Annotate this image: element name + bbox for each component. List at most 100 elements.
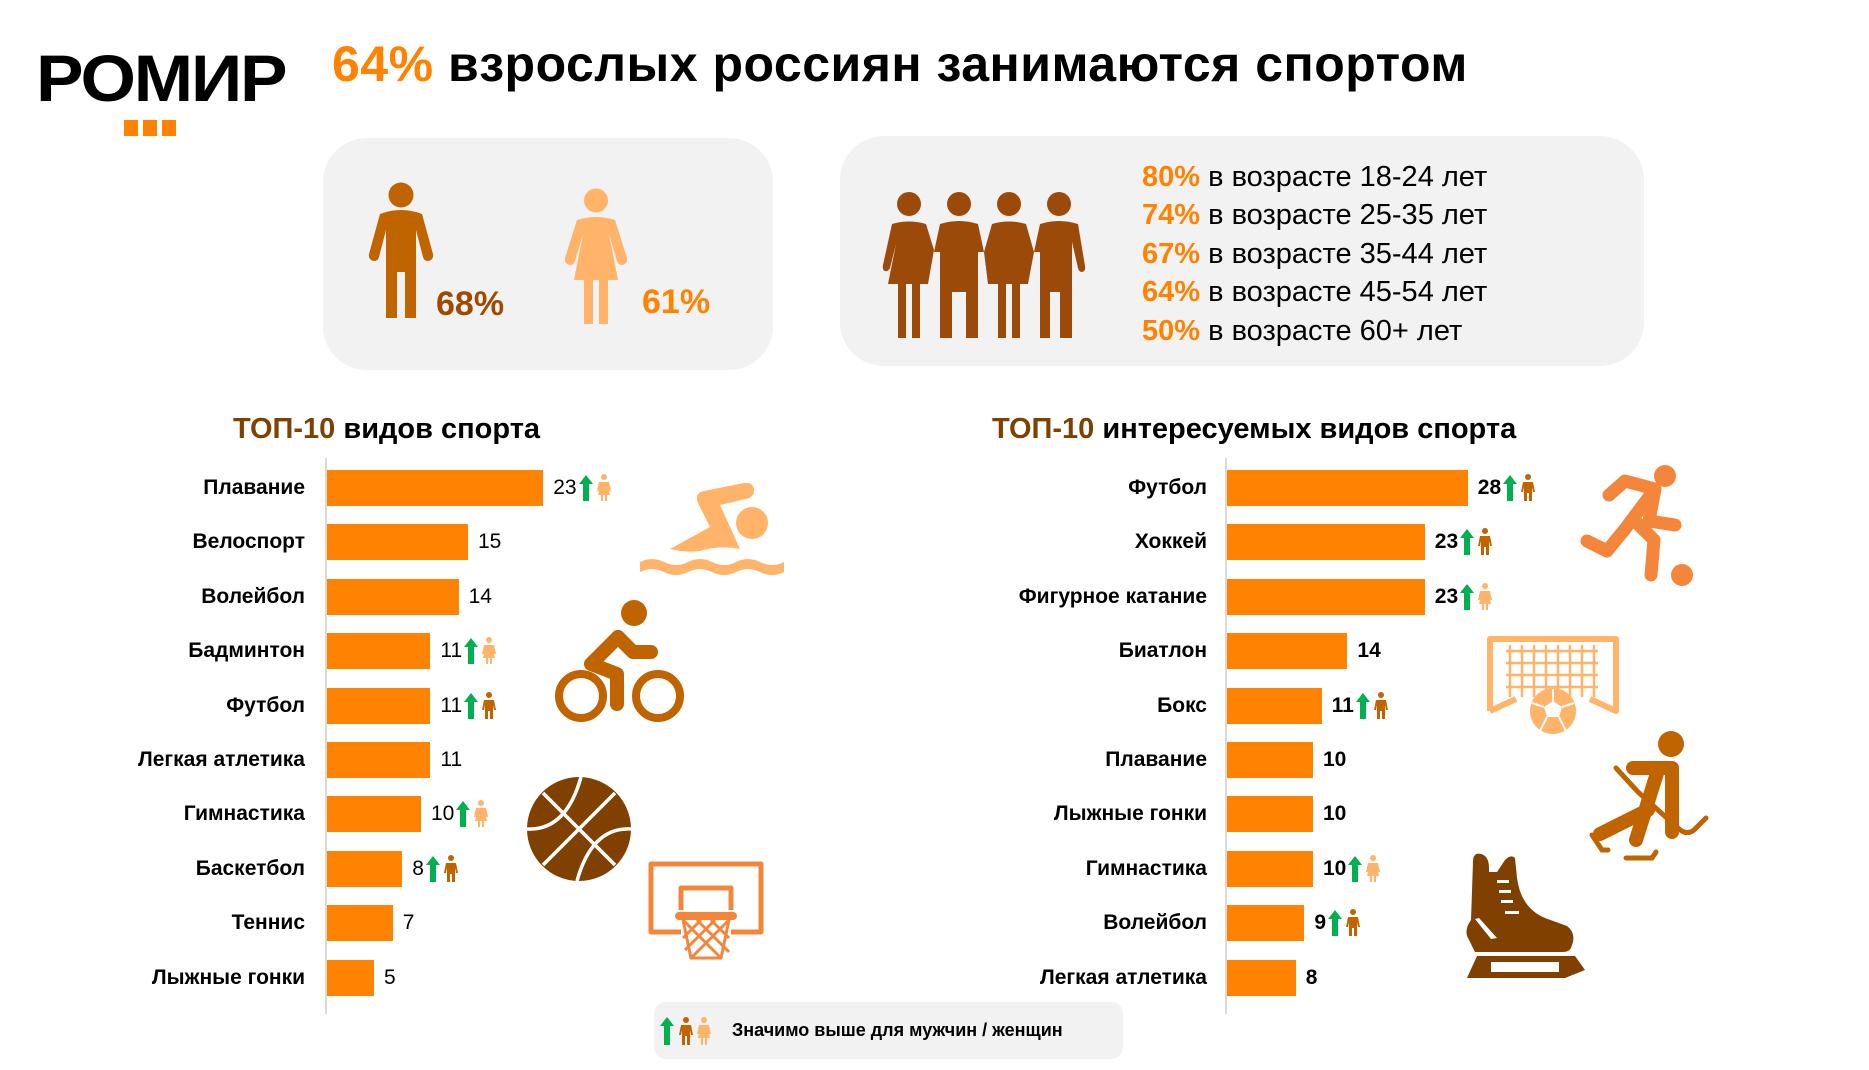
woman-icon (564, 188, 628, 324)
age-text: в возрасте 18-24 лет (1200, 161, 1488, 193)
cyclist-icon (555, 600, 684, 722)
value-label: 9 (1314, 905, 1362, 941)
value-text: 23 (1434, 530, 1459, 554)
value-label: 14 (1357, 633, 1380, 669)
value-text: 28 (1477, 476, 1502, 499)
value-text: 10 (1323, 748, 1347, 771)
category-label: Плавание (1105, 748, 1207, 771)
value-label: 10 (1323, 742, 1346, 778)
bar (1227, 850, 1313, 887)
category-label: Футбол (1128, 476, 1207, 499)
legend-icons (660, 1017, 711, 1045)
category-label: Лыжные гонки (1053, 802, 1207, 826)
arrow-up-men-icon (464, 691, 497, 719)
value-text: 9 (1314, 911, 1327, 935)
age-line-2: 74% в возрасте 25-35 лет (1142, 198, 1487, 232)
value-label: 7 (403, 905, 415, 941)
chart-axis (325, 458, 327, 1014)
category-label: Баскетбол (195, 856, 305, 880)
category-label: Фигурное катание (1018, 584, 1207, 608)
value-text: 10 (1323, 802, 1347, 826)
arrow-up-women-icon (456, 800, 489, 828)
category-label: Бокс (1157, 693, 1207, 717)
age-pct: 67% (1142, 238, 1201, 270)
bar (1227, 742, 1313, 778)
value-text: 14 (468, 584, 492, 608)
bar (327, 796, 421, 833)
age-pct: 50% (1142, 315, 1201, 347)
value-label: 11 (1332, 688, 1390, 724)
category-label: Легкая атлетика (1040, 965, 1207, 989)
value-text: 11 (1331, 693, 1354, 717)
arrow-up-women-icon (464, 637, 497, 665)
left-chart-title: ТОП-10 видов спорта (233, 412, 540, 446)
ice-skate-icon (1466, 853, 1585, 978)
bar (327, 470, 544, 506)
category-label: Гимнастика (183, 802, 305, 826)
bar (327, 959, 374, 996)
value-text: 23 (553, 476, 577, 499)
legend-text: Значимо выше для мужчин / женщин (732, 1020, 1063, 1040)
bar (1227, 796, 1313, 833)
bar (1227, 959, 1296, 996)
value-label: 23 (553, 470, 612, 506)
bar (327, 850, 403, 887)
value-label: 11 (440, 742, 462, 778)
value-text: 7 (402, 911, 415, 935)
category-label: Плавание (203, 476, 305, 499)
value-text: 10 (1323, 856, 1347, 880)
age-pct: 74% (1142, 199, 1201, 231)
hockey-player-icon (1589, 731, 1709, 861)
page-title: 64% взрослых россиян занимаются спортом (332, 36, 1468, 92)
left-title-highlight: ТОП-10 (233, 413, 336, 445)
value-text: 8 (412, 856, 424, 880)
bar (1227, 524, 1425, 561)
arrow-up-men-icon (1328, 909, 1361, 937)
age-line-3: 67% в возрасте 35-44 лет (1142, 237, 1487, 271)
age-text: в возрасте 60+ лет (1200, 315, 1463, 347)
value-label: 8 (1306, 960, 1318, 996)
chart-axis (1225, 458, 1227, 1014)
value-label: 11 (440, 688, 498, 724)
arrow-up-women-icon (1460, 582, 1493, 610)
category-label: Велоспорт (192, 530, 306, 554)
arrow-up-women-icon (578, 474, 611, 501)
category-label: Футбол (226, 693, 305, 717)
bar (327, 742, 431, 778)
legend-box (654, 1002, 1123, 1059)
swimmer-icon (640, 483, 784, 575)
bar (1227, 687, 1322, 724)
left-title-rest: видов спорта (335, 413, 541, 445)
value-text: 8 (1305, 965, 1318, 989)
men-percent: 68% (436, 285, 505, 323)
value-label: 8 (412, 851, 460, 887)
man-icon (368, 182, 434, 318)
value-label: 10 (1323, 796, 1346, 832)
age-text: в возрасте 25-35 лет (1200, 199, 1488, 231)
bar (327, 633, 431, 670)
value-text: 11 (440, 748, 463, 771)
value-label: 23 (1435, 524, 1494, 560)
title-rest: взрослых россиян занимаются спортом (433, 36, 1468, 92)
value-text: 5 (384, 965, 396, 989)
bar (1227, 905, 1305, 942)
arrow-up-icon (660, 1017, 674, 1045)
soccer-player-icon (1580, 465, 1693, 586)
age-line-5: 50% в возрасте 60+ лет (1142, 314, 1462, 348)
value-text: 10 (431, 802, 455, 826)
bar (327, 687, 431, 724)
age-line-4: 64% в возрасте 45-54 лет (1142, 275, 1487, 309)
age-pct: 80% (1142, 161, 1201, 193)
value-label: 23 (1435, 579, 1494, 615)
arrow-up-men-icon (1503, 474, 1536, 501)
value-label: 14 (469, 579, 492, 615)
category-label: Хоккей (1134, 530, 1207, 554)
women-percent: 61% (642, 283, 711, 321)
basketball-hoop-icon (648, 861, 764, 960)
right-chart-title: ТОП-10 интересуемых видов спорта (992, 412, 1516, 446)
bar (1227, 578, 1425, 615)
value-label: 5 (384, 960, 396, 996)
right-title-highlight: ТОП-10 (992, 413, 1095, 445)
woman-small-icon (697, 1017, 711, 1045)
right-title-rest: интересуемых видов спорта (1094, 413, 1517, 445)
